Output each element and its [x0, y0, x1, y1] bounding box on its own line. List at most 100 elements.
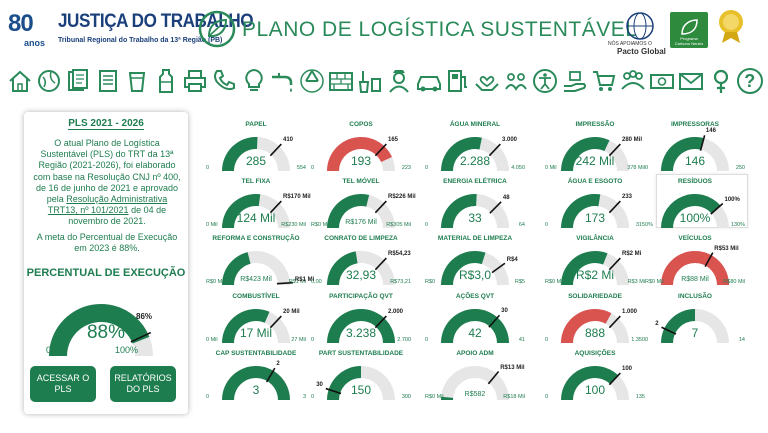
car-icon[interactable] [415, 66, 443, 96]
hands-heart-icon[interactable] [473, 66, 501, 96]
gauge-target-tick [269, 143, 282, 157]
money-icon[interactable] [648, 66, 676, 96]
cart-icon[interactable] [590, 66, 618, 96]
gauge-copos[interactable]: COPOS 193 0 223 165 [309, 121, 413, 173]
cleaning-icon[interactable] [356, 66, 384, 96]
leaf-logo-icon [198, 10, 236, 48]
gauge-target: R$4 [506, 256, 518, 263]
water-bottle-icon[interactable] [152, 66, 180, 96]
paper-stack-icon[interactable] [94, 66, 122, 96]
gauge-max: R$3 Mi [627, 279, 645, 285]
gauge-a-es-qvt[interactable]: AÇÕES QVT 42 0 41 30 [423, 293, 527, 345]
pls-meta: A meta do Percentual de Execução em 2023… [36, 232, 178, 253]
gauge-title: PAPEL [245, 121, 267, 128]
gauge-fill [561, 309, 612, 343]
gauge--gua-e-esgoto[interactable]: ÁGUA E ESGOTO 173 0 315 233 [543, 178, 647, 230]
gauge-fill [441, 137, 482, 171]
cup-icon[interactable] [123, 66, 151, 96]
recycle-icon[interactable] [298, 66, 326, 96]
mail-icon[interactable] [677, 66, 705, 96]
gauge-arc [441, 366, 509, 400]
gauge-impressoras[interactable]: IMPRESSORAS 146 0 250 146 [643, 121, 747, 173]
printer-icon[interactable] [181, 66, 209, 96]
fuel-pump-icon[interactable] [444, 66, 472, 96]
resolucao-link[interactable]: Resolução Administrativa TRT13, nº 101/2… [47, 194, 168, 216]
home-icon[interactable] [6, 66, 34, 96]
gauge-value: 3 [252, 383, 260, 397]
gauge-tel-fixa[interactable]: TEL FIXA 124 Mil 0 Mil R$230 Mil R$170 Mil [204, 178, 311, 230]
gauge-min: 0 [645, 165, 649, 171]
phone-icon[interactable] [210, 66, 238, 96]
relatorios-pls-button[interactable]: RELATÓRIOS DO PLS [110, 366, 176, 402]
accessibility-icon[interactable] [531, 66, 559, 96]
gauge-target: 20 Mil [283, 309, 300, 316]
gauge-target: 2 [276, 361, 280, 368]
residuos-highlight-box [656, 174, 748, 228]
gauge-target: 146 [705, 128, 716, 135]
gauge-res-duos[interactable]: RESÍDUOS 100% 0% 130% 100% [643, 178, 747, 230]
gauge-fill [222, 194, 261, 228]
gauge-conrato-de-limpeza[interactable]: CONRATO DE LIMPEZA 32,93 0,00 R$73,21 R$54,2… [309, 235, 413, 287]
gauge-arc [222, 366, 290, 400]
hand-gift-icon[interactable] [561, 66, 589, 96]
people-leaf-icon[interactable] [502, 66, 530, 96]
globe-leaf-icon[interactable] [35, 66, 63, 96]
pls-title: PLS 2021 - 2026 [24, 118, 188, 130]
gauge-target-tick [488, 314, 501, 328]
gauge-solidariedade[interactable]: SOLIDARIEDADE 888 0 1.350 1.000 [543, 293, 647, 345]
gauge-title: SOLIDARIEDADE [568, 293, 622, 300]
gauge-max: 64 [518, 222, 525, 228]
gauge-arc [561, 309, 629, 343]
gauge-tel-m-vel[interactable]: TEL MÓVEL R$176 Mil R$0 Mil R$305 Mil R$226 … [309, 178, 416, 230]
gauge-target-tick [266, 367, 276, 383]
gauge-target-tick [374, 315, 387, 329]
gauge-target-tick [608, 372, 621, 386]
gauge-reforma-e-constru-o[interactable]: REFORMA E CONSTRUÇÃO R$423 Mil R$0 Mil R$1 … [204, 235, 314, 287]
gauge-arc [561, 137, 629, 171]
gauge-target: 165 [388, 137, 399, 144]
gauge-arc [661, 135, 729, 171]
gauge-arc [222, 251, 293, 285]
gauge-inclus-o[interactable]: INCLUSÃO 7 0 14 2 [643, 293, 747, 345]
gauge-papel[interactable]: PAPEL 285 0 554 410 [204, 121, 308, 173]
gauge--gua-mineral[interactable]: ÁGUA MINERAL 2.288 0 4.050 3.000 [423, 121, 527, 173]
gauge-target-tick [488, 143, 501, 157]
gauge-fill [561, 251, 608, 285]
gauge-ve-culos[interactable]: VEÍCULOS R$88 Mil R$0 Mil R$80 Mil R$53 Mil [643, 235, 747, 287]
gauge-title: AQUISIÇÕES [574, 350, 616, 357]
gauge-apoio-adm[interactable]: APOIO ADM R$582 R$0 Mil R$18 Mil R$13 Mil [423, 350, 527, 402]
acessar-pls-button[interactable]: ACESSAR O PLS [30, 366, 96, 402]
gauge-target: R$226 Mil [388, 194, 416, 201]
gauge-material-de-limpeza[interactable]: MATERIAL DE LIMPEZA R$3,0 R$0 R$5 R$4 [423, 235, 527, 287]
gauge-target: 410 [283, 137, 294, 144]
gauge-min: R$0 Mi [545, 279, 563, 285]
gauge-participa-o-qvt[interactable]: PARTICIPAÇÃO QVT 3.238 0 2.700 2.000 [309, 293, 413, 345]
gauge-min: R$0 Mil [645, 279, 664, 285]
guard-icon[interactable] [385, 66, 413, 96]
help-icon[interactable]: ? [736, 66, 764, 96]
group-icon[interactable] [619, 66, 647, 96]
gauge-combust-vel[interactable]: COMBUSTÍVEL 17 Mil 0 Mil 27 Mil 20 Mil [204, 293, 308, 345]
gauge-cap-sustentabilidade[interactable]: CAP SUSTENTABILIDADE 3 0 3 2 [204, 350, 308, 402]
gauge-target-tick [276, 281, 293, 285]
faucet-icon[interactable] [269, 66, 297, 96]
gauge-target: R$54,23 [388, 251, 411, 258]
gender-icon[interactable] [707, 66, 735, 96]
trt-80-anos-logo[interactable]: 80 anos [6, 8, 48, 50]
lightbulb-icon[interactable] [240, 66, 268, 96]
gauge-fill [561, 366, 619, 400]
gauge-energia-el-trica[interactable]: ENERGIA ELÉTRICA 33 0 64 48 [423, 178, 527, 230]
gauge-min: R$0 Mil [311, 222, 330, 228]
documents-icon[interactable] [64, 66, 92, 96]
pacto-global-line2: Pacto Global [617, 47, 666, 56]
carbono-leaf-icon [681, 19, 698, 35]
gauge-vigil-ncia[interactable]: VIGILÂNCIA R$2 Mi R$0 Mi R$3 Mi R$2 Mi [543, 235, 647, 287]
gauge-impress-o[interactable]: IMPRESSÃO 242 Mil 0 Mil 378 Mil 280 Mil [543, 121, 647, 173]
wall-icon[interactable] [327, 66, 355, 96]
gauge-aquisi-es[interactable]: AQUISIÇÕES 100 0 135 100 [543, 350, 647, 402]
page-title: PLANO DE LOGÍSTICA SUSTENTÁVEL [242, 18, 638, 41]
carbono-line1: Programa [680, 36, 698, 41]
gauge-part-sustentabilidade[interactable]: PART SUSTENTABILIDADE 150 0 300 30 [309, 350, 413, 402]
gauge-max: 250 [735, 165, 745, 171]
pls-text-before: O atual Plano de Logística Sustentável (… [33, 138, 181, 205]
